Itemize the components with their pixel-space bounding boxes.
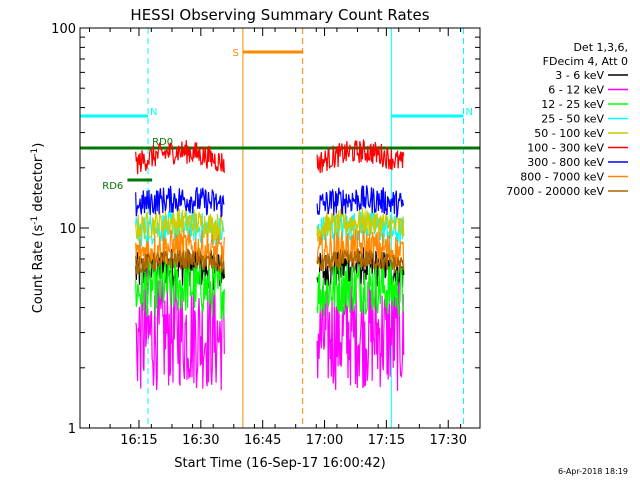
series-trace-3 <box>135 259 405 321</box>
y-axis-label-end: ) <box>31 143 46 148</box>
series-trace-5 <box>135 208 405 242</box>
legend-label: 25 - 50 keV <box>541 113 604 126</box>
x-tick-label: 16:30 <box>182 433 219 448</box>
y-axis-label-mid: detector <box>31 156 46 216</box>
series-trace-9 <box>135 248 405 277</box>
legend-label: 12 - 25 keV <box>541 98 604 111</box>
legend-header-line-2: FDecim 4, Att 0 <box>543 55 628 68</box>
x-axis-label: Start Time (16-Sep-17 16:00:42) <box>174 456 385 471</box>
flag-label: N <box>466 107 473 118</box>
y-axis-label-main: Count Rate (s <box>31 225 46 314</box>
series-trace-7 <box>135 185 405 218</box>
chart-title: HESSI Observing Summary Count Rates <box>130 6 429 24</box>
legend-label: 50 - 100 keV <box>534 127 604 140</box>
x-tick-label: 16:15 <box>120 433 157 448</box>
legend-header-line-1: Det 1,3,6, <box>573 41 628 54</box>
y-axis-label: Count Rate (s-1 detector-1) <box>30 143 46 314</box>
flag-label: S <box>233 48 239 59</box>
legend-label: 3 - 6 keV <box>555 69 604 82</box>
y-tick-label: 10 <box>59 222 76 237</box>
series-layer <box>135 138 405 391</box>
tick-layer: 16:15 16:30 16:45 17:00 17:15 17:30 1 10 100 <box>51 22 480 448</box>
series-trace-6 <box>135 138 405 175</box>
y-axis-label-sup1: -1 <box>30 216 40 225</box>
flag-label: RD6 <box>102 181 123 192</box>
legend-label: 6 - 12 keV <box>548 84 604 97</box>
x-tick-label: 17:15 <box>368 433 405 448</box>
flag-label: N <box>150 107 157 118</box>
y-axis-label-sup2: -1 <box>30 148 40 157</box>
legend-label: 100 - 300 keV <box>527 142 604 155</box>
flag-label: RD0 <box>152 137 173 148</box>
y-tick-label: 100 <box>51 22 76 37</box>
y-tick-label: 1 <box>68 422 76 437</box>
legend-label: 800 - 7000 keV <box>520 171 604 184</box>
x-tick-label: 17:00 <box>306 433 343 448</box>
legend: Det 1,3,6, FDecim 4, Att 0 3 - 6 keV 6 - … <box>506 41 628 198</box>
legend-label: 300 - 800 keV <box>527 156 604 169</box>
timestamp: 6-Apr-2018 18:19 <box>558 467 628 476</box>
legend-label: 7000 - 20000 keV <box>506 185 604 198</box>
x-tick-label: 17:30 <box>430 433 467 448</box>
x-tick-label: 16:45 <box>244 433 281 448</box>
